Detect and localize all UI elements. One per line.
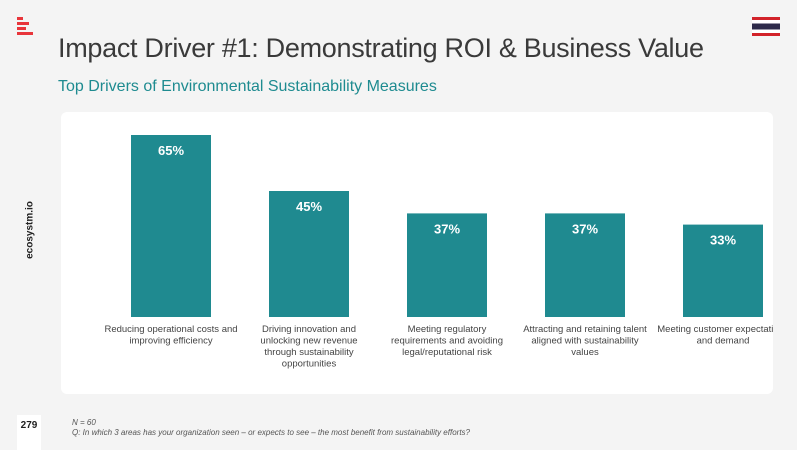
bar-5 (683, 224, 763, 317)
site-label: ecosystm.io (24, 201, 36, 259)
chart-subtitle: Top Drivers of Environmental Sustainabil… (58, 78, 437, 95)
chart-card: 65% Reducing operational costs and improvi… (61, 112, 773, 394)
bar-chart: 65% Reducing operational costs and improvi… (104, 135, 773, 370)
data-label-1: 65% (158, 143, 184, 158)
category-label-2: Driving innovation and unlocking new reve… (260, 324, 357, 370)
ecosystm-logo-icon (17, 17, 33, 35)
data-label-5: 33% (710, 233, 736, 248)
bar-2 (269, 191, 349, 317)
data-label-2: 45% (296, 199, 322, 214)
footnote: N = 60 Q: In which 3 areas has your orga… (72, 418, 470, 438)
sample-size: N = 60 (72, 418, 96, 427)
category-label-3: Meeting regulatory requirements and avoid… (391, 324, 503, 358)
category-label-1: Reducing operational costs and improving … (104, 324, 237, 347)
category-label-5: Meeting customer expectationsand demand (657, 324, 773, 347)
bar-1 (131, 135, 211, 317)
data-label-3: 37% (434, 221, 460, 236)
survey-question: Q: In which 3 areas has your organizatio… (72, 428, 470, 437)
bar-3 (407, 213, 487, 317)
thailand-flag-icon (752, 17, 780, 36)
page-number: 279 (17, 415, 41, 450)
category-label-4: Attracting and retaining talent aligned w… (523, 324, 647, 358)
bar-4 (545, 213, 625, 317)
data-label-4: 37% (572, 221, 598, 236)
page-title: Impact Driver #1: Demonstrating ROI & Bu… (58, 33, 704, 63)
